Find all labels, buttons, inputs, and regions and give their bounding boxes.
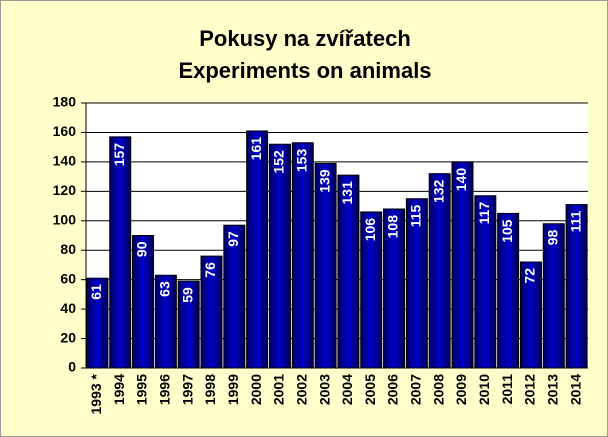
value-label: 63 (157, 281, 173, 297)
x-tick-label: 1997 (179, 374, 195, 405)
y-tick-label: 0 (68, 359, 76, 375)
y-tick-label: 80 (60, 241, 76, 257)
value-label: 59 (179, 287, 195, 303)
bar (291, 142, 314, 369)
value-label: 61 (88, 284, 104, 300)
x-tick-label: 2006 (385, 374, 401, 405)
value-label: 115 (408, 204, 424, 227)
x-tick-label: 2013 (544, 374, 560, 405)
x-tick-label: 2011 (499, 374, 515, 405)
value-label: 117 (476, 202, 492, 225)
x-tick-label: 2005 (362, 374, 378, 405)
y-tick-label: 120 (53, 182, 77, 198)
y-tick-label: 40 (60, 300, 76, 316)
x-tick-label: 2014 (567, 374, 583, 405)
x-tick-label: 2009 (453, 374, 469, 405)
value-label: 98 (544, 230, 560, 246)
bar (451, 161, 474, 369)
value-label: 153 (293, 149, 309, 173)
bar (246, 130, 269, 369)
x-tick-label: 2010 (476, 374, 492, 405)
value-label: 97 (225, 231, 241, 247)
x-tick-label: 1995 (134, 374, 150, 405)
y-tick-label: 180 (53, 94, 77, 110)
x-tick-label: 2008 (430, 374, 446, 405)
value-label: 152 (271, 150, 287, 174)
value-label: 131 (339, 181, 355, 205)
bar (314, 162, 337, 369)
value-label: 105 (499, 219, 515, 243)
x-tick-label: 2004 (339, 374, 355, 405)
value-label: 108 (385, 215, 401, 239)
y-tick-label: 140 (53, 153, 77, 169)
x-tick-label: 2003 (316, 374, 332, 405)
x-tick-label: 1999 (225, 374, 241, 405)
value-label: 111 (567, 210, 583, 232)
x-tick-label: 1993 * (88, 373, 104, 414)
x-tick-label: 2002 (293, 374, 309, 405)
value-label: 76 (202, 262, 218, 278)
y-tick-label: 20 (60, 329, 76, 345)
chart-title: Pokusy na zvířatech (199, 26, 411, 51)
bar (109, 136, 132, 369)
x-tick-label: 2001 (271, 374, 287, 405)
value-label: 72 (522, 268, 538, 284)
value-label: 132 (430, 179, 446, 203)
x-tick-label: 2012 (522, 374, 538, 405)
y-tick-label: 60 (60, 270, 76, 286)
y-tick-label: 160 (53, 123, 77, 139)
value-label: 106 (362, 218, 378, 242)
value-label: 90 (134, 241, 150, 257)
x-tick-label: 1998 (202, 374, 218, 405)
bar (268, 143, 291, 369)
y-tick-label: 100 (53, 211, 77, 227)
chart-title: Experiments on animals (178, 58, 431, 83)
x-tick-label: 1994 (111, 374, 127, 405)
x-tick-label: 2007 (408, 374, 424, 405)
x-tick-label: 1996 (157, 374, 173, 405)
value-label: 161 (248, 137, 264, 161)
value-label: 157 (111, 143, 127, 167)
x-tick-label: 2000 (248, 374, 264, 405)
value-label: 140 (453, 168, 469, 192)
value-label: 139 (316, 169, 332, 193)
